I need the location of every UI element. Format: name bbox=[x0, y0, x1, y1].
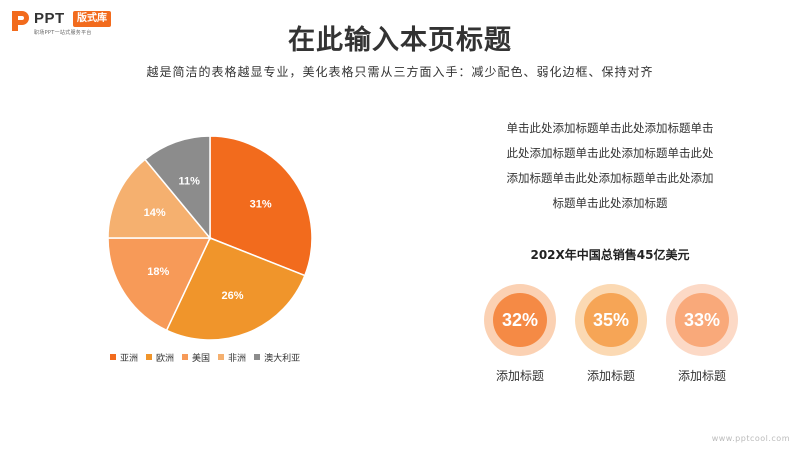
legend-item-3: 美国 bbox=[182, 351, 210, 364]
pie-data-label-4: 14% bbox=[144, 207, 166, 219]
logo: PPT 版式库 职场PPT一站式服务平台 bbox=[10, 8, 160, 38]
legend-swatch bbox=[110, 354, 116, 360]
description-line: 添加标题单击此处添加标题单击此处添加 bbox=[506, 171, 714, 185]
kpi-value-2: 35% bbox=[584, 293, 638, 347]
kpi-circle-1: 32% bbox=[484, 284, 556, 356]
kpi-value-1: 32% bbox=[493, 293, 547, 347]
pie-slice-2 bbox=[165, 237, 306, 341]
description-text: 单击此处添加标题单击此处添加标题单击 此处添加标题单击此处添加标题单击此处 添加… bbox=[480, 116, 740, 216]
pie-slice-1 bbox=[209, 135, 313, 277]
legend-swatch bbox=[146, 354, 153, 360]
description-line: 此处添加标题单击此处添加标题单击此处 bbox=[506, 146, 714, 160]
legend-label: 澳大利亚 bbox=[264, 353, 301, 364]
pie-data-label-2: 26% bbox=[222, 290, 244, 302]
kpi-label-3: 添加标题 bbox=[677, 369, 726, 383]
pie-data-label-3: 18% bbox=[147, 266, 169, 278]
legend-item-5: 澳大利亚 bbox=[254, 351, 300, 364]
logo-badge: 版式库 bbox=[73, 11, 111, 27]
legend-swatch bbox=[182, 354, 189, 360]
pie-slice-3 bbox=[107, 237, 212, 332]
page-subtitle: 越是简洁的表格越显专业，美化表格只需从三方面入手：减少配色、弱化边框、保持对齐 bbox=[146, 65, 654, 79]
logo-tagline: 职场PPT一站式服务平台 bbox=[34, 30, 92, 36]
pie-data-label-1: 31% bbox=[250, 199, 272, 211]
legend-item-4: 非洲 bbox=[218, 351, 246, 364]
logo-brand: PPT bbox=[34, 10, 65, 27]
legend-swatch bbox=[254, 354, 261, 360]
pie-chart: 31% 26% 18% 14% 11% bbox=[107, 135, 313, 341]
kpi-label-2: 添加标题 bbox=[586, 369, 635, 383]
description-line: 标题单击此处添加标题 bbox=[552, 196, 668, 210]
kpi-label-1: 添加标题 bbox=[495, 369, 544, 383]
sales-summary: 202X年中国总销售45亿美元 bbox=[530, 248, 690, 262]
kpi-circle-3: 33% bbox=[666, 284, 738, 356]
legend-swatch bbox=[218, 354, 225, 360]
page-title: 在此输入本页标题 bbox=[288, 25, 512, 56]
watermark: www.pptcool.com bbox=[711, 434, 790, 443]
kpi-value-3: 33% bbox=[675, 293, 729, 347]
legend-label: 美国 bbox=[192, 353, 211, 364]
pie-data-label-5: 11% bbox=[179, 175, 201, 187]
description-line: 单击此处添加标题单击此处添加标题单击 bbox=[506, 121, 714, 135]
logo-p-icon bbox=[12, 11, 29, 31]
pie-slice-5 bbox=[143, 135, 211, 241]
legend-label: 欧洲 bbox=[156, 353, 175, 364]
legend-label: 非洲 bbox=[228, 353, 247, 364]
legend-item-2: 欧洲 bbox=[146, 351, 174, 364]
legend-item-1: 亚洲 bbox=[110, 351, 138, 364]
pie-slice-4 bbox=[107, 158, 212, 239]
chart-legend: 亚洲 欧洲 美国 非洲 澳大利亚 bbox=[110, 350, 308, 364]
kpi-circle-2: 35% bbox=[575, 284, 647, 356]
legend-label: 亚洲 bbox=[120, 353, 139, 364]
